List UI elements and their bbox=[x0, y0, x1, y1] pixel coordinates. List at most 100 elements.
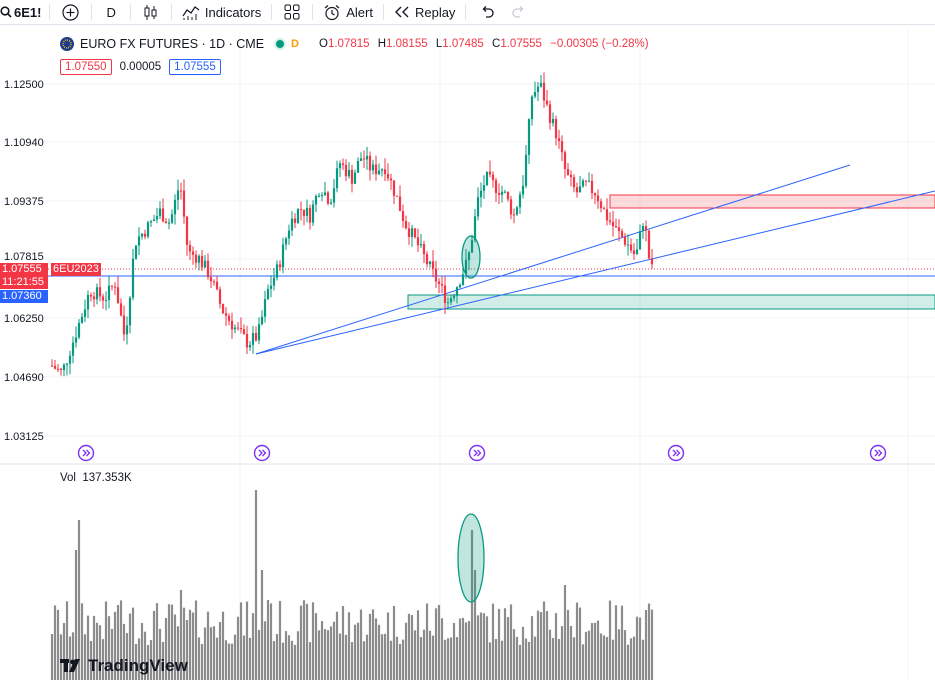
volume-bar bbox=[179, 590, 183, 680]
volume-bar bbox=[611, 639, 615, 680]
candle-body bbox=[599, 201, 603, 209]
volume-bar bbox=[470, 530, 474, 680]
undo-button[interactable] bbox=[466, 0, 508, 24]
price-scale-label: 1.06250 bbox=[4, 313, 44, 325]
volume-bar bbox=[158, 628, 162, 680]
volume-bar bbox=[140, 623, 144, 680]
layout-button[interactable] bbox=[272, 0, 312, 24]
data-status-letter: D bbox=[291, 38, 299, 50]
interval-button[interactable]: D bbox=[92, 0, 129, 24]
volume-bar bbox=[53, 605, 57, 680]
candle-body bbox=[638, 231, 642, 250]
volume-bar bbox=[536, 610, 540, 680]
compare-button[interactable] bbox=[50, 0, 91, 24]
candle-body bbox=[296, 209, 300, 223]
tradingview-logo-icon bbox=[60, 659, 80, 672]
volume-bar bbox=[527, 641, 531, 680]
volume-bar bbox=[188, 609, 192, 680]
symbol-search[interactable]: 6E1! bbox=[0, 0, 49, 24]
price-scale[interactable]: 1.12500 1.10940 1.09375 1.07815 1.06250 1.046… bbox=[4, 79, 44, 443]
alert-clock-icon bbox=[324, 4, 340, 20]
volume-bar bbox=[617, 629, 621, 680]
volume-bar bbox=[218, 622, 222, 680]
candle-body bbox=[65, 363, 69, 365]
volume-bar bbox=[458, 618, 462, 680]
line-price-tag: 1.07360 bbox=[0, 290, 48, 303]
candle-body bbox=[263, 299, 267, 317]
candle-body bbox=[416, 237, 420, 246]
candle-body bbox=[569, 174, 573, 178]
candle-body bbox=[356, 160, 360, 173]
candle-body bbox=[101, 296, 105, 301]
candle-body bbox=[479, 190, 483, 198]
indicators-button[interactable]: Indicators bbox=[172, 0, 271, 24]
undo-icon bbox=[483, 6, 495, 18]
volume-bar bbox=[473, 570, 477, 680]
volume-bar bbox=[329, 626, 333, 680]
event-marker-chevron bbox=[672, 449, 677, 457]
annotation-marks[interactable] bbox=[77, 235, 887, 603]
volume-bar bbox=[353, 624, 357, 680]
volume-bar bbox=[401, 639, 405, 680]
volume-bar bbox=[638, 617, 642, 680]
volume-bar bbox=[569, 626, 573, 680]
candle-body bbox=[368, 155, 372, 171]
spread-value: 0.00005 bbox=[119, 61, 162, 73]
volume-bar bbox=[293, 644, 297, 680]
sell-price-button[interactable]: 1.07550 bbox=[60, 59, 112, 75]
candle-body bbox=[251, 333, 255, 345]
candle-body bbox=[470, 240, 474, 253]
volume-bar bbox=[614, 605, 618, 680]
chart-type-button[interactable] bbox=[131, 0, 171, 24]
indicators-icon bbox=[182, 5, 200, 20]
volume-bar bbox=[506, 617, 510, 680]
candle-body bbox=[380, 169, 384, 171]
event-marker-chevron bbox=[82, 449, 87, 457]
candle-body bbox=[173, 199, 177, 215]
candle-body bbox=[392, 180, 396, 196]
volume-bar bbox=[65, 601, 69, 680]
event-marker-chevron bbox=[878, 449, 883, 457]
volume-bar bbox=[254, 490, 258, 680]
volume-bar bbox=[227, 643, 231, 680]
candle-body bbox=[218, 289, 222, 304]
volume-bar bbox=[575, 602, 579, 680]
replay-button[interactable]: Replay bbox=[384, 0, 465, 24]
candle-body bbox=[230, 320, 234, 330]
candle-body bbox=[158, 208, 162, 217]
redo-button[interactable] bbox=[508, 0, 530, 24]
volume-series bbox=[50, 490, 654, 680]
candle-body bbox=[167, 222, 171, 224]
candle-body bbox=[236, 327, 240, 329]
volume-bar bbox=[113, 611, 117, 680]
volume-bar bbox=[191, 612, 195, 680]
volume-bar bbox=[317, 630, 321, 680]
volume-bar bbox=[248, 637, 252, 680]
candle-body bbox=[293, 218, 297, 223]
candle-body bbox=[584, 180, 588, 182]
candle-body bbox=[614, 226, 618, 228]
alert-button[interactable]: Alert bbox=[313, 0, 383, 24]
volume-bar bbox=[257, 629, 261, 680]
candle-body bbox=[458, 284, 462, 288]
volume-bar bbox=[644, 610, 648, 680]
candle-body bbox=[494, 180, 498, 193]
volume-bar bbox=[323, 629, 327, 680]
volume-bar bbox=[290, 640, 294, 680]
volume-bar bbox=[296, 631, 300, 680]
buy-price-button[interactable]: 1.07555 bbox=[169, 59, 221, 75]
candle-body bbox=[341, 163, 345, 165]
candle-body bbox=[92, 296, 96, 300]
symbol-title[interactable]: EURO FX FUTURES · 1D · CME bbox=[80, 37, 265, 51]
candle-body bbox=[566, 168, 570, 175]
candle-body bbox=[467, 252, 471, 260]
euro-flag-icon bbox=[60, 37, 74, 51]
volume-bar bbox=[206, 611, 210, 680]
volume-bar bbox=[236, 616, 240, 680]
candle-body bbox=[149, 221, 153, 223]
candle-body bbox=[551, 118, 555, 124]
chart-canvas[interactable]: 1.12500 1.10940 1.09375 1.07815 1.06250 1.046… bbox=[0, 24, 935, 680]
candle-body bbox=[314, 195, 318, 205]
zone-drawings[interactable] bbox=[407, 194, 935, 310]
volume-bar bbox=[299, 605, 303, 680]
